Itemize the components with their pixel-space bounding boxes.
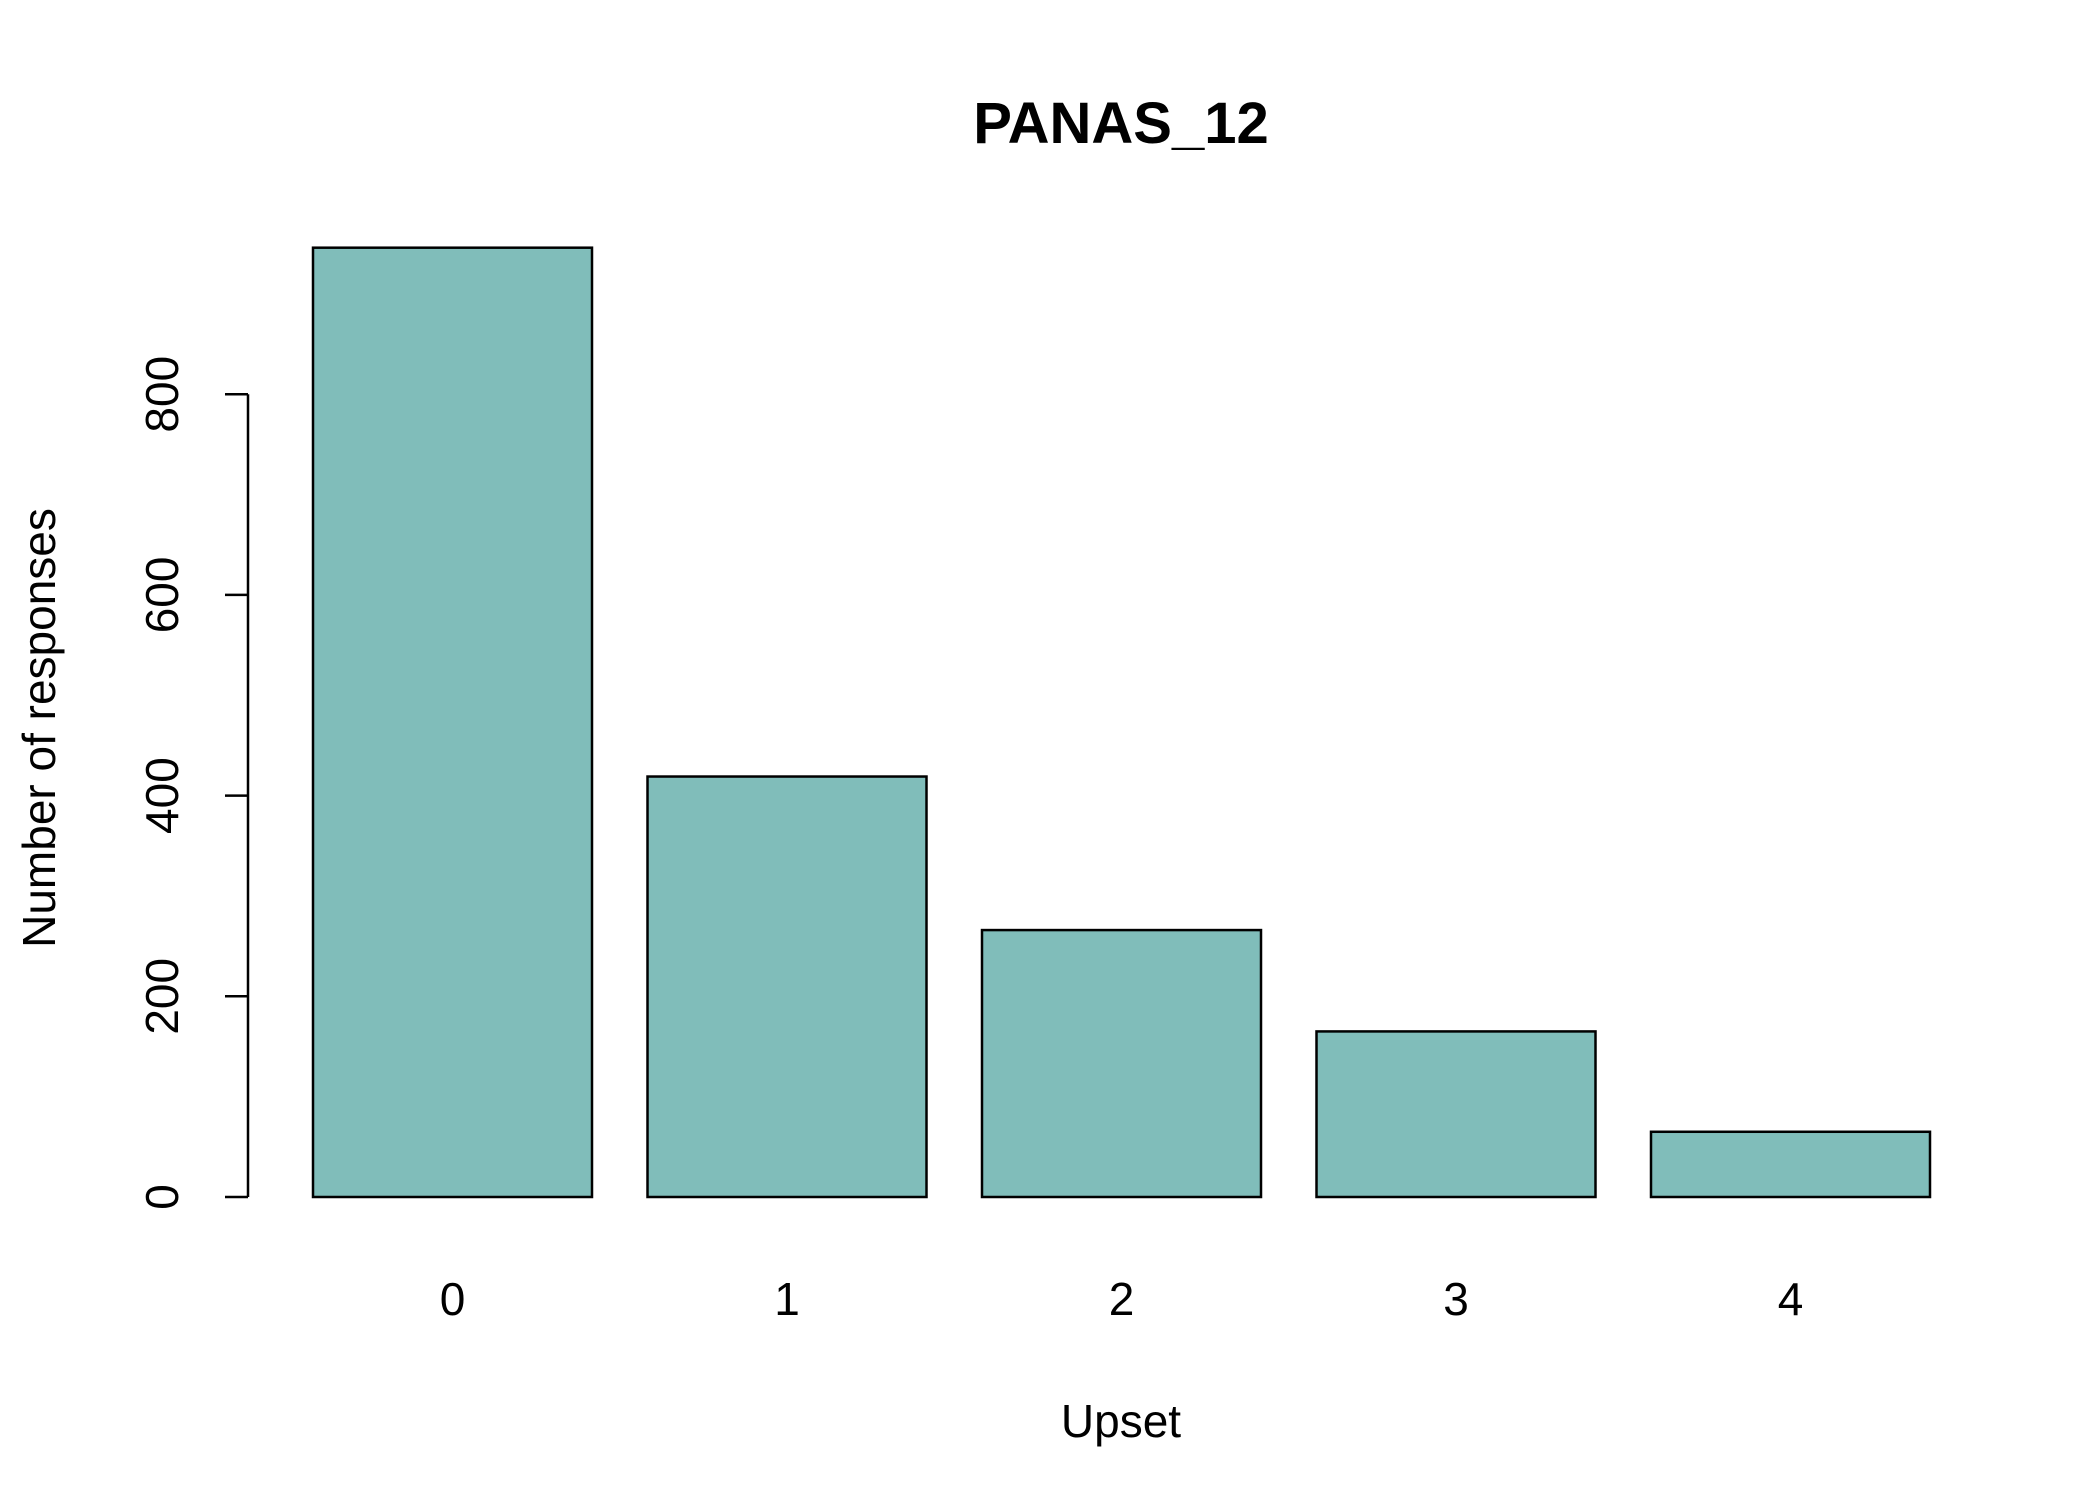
- bar-1: [646, 775, 928, 1199]
- y-axis: 0 200 400 600 800: [136, 356, 250, 1210]
- bar-0: [311, 246, 594, 1199]
- x-tick-label: 0: [440, 1273, 466, 1325]
- x-axis-label: Upset: [1061, 1395, 1181, 1447]
- x-axis-tick-labels: 0 1 2 3 4: [440, 1273, 1804, 1325]
- bar-4: [1649, 1130, 1932, 1199]
- x-tick-label: 2: [1109, 1273, 1135, 1325]
- x-tick-label: 1: [774, 1273, 800, 1325]
- y-tick-label: 400: [136, 757, 188, 834]
- chart-title: PANAS_12: [973, 91, 1269, 156]
- y-tick-label: 200: [136, 958, 188, 1035]
- bars: [311, 246, 1932, 1199]
- bar-2: [980, 928, 1263, 1199]
- y-tick-label: 800: [136, 356, 188, 433]
- y-axis-label: Number of responses: [13, 508, 65, 948]
- y-tick-label: 0: [136, 1184, 188, 1210]
- x-tick-label: 4: [1778, 1273, 1804, 1325]
- x-tick-label: 3: [1443, 1273, 1469, 1325]
- bar-3: [1315, 1030, 1597, 1199]
- y-tick-label: 600: [136, 557, 188, 634]
